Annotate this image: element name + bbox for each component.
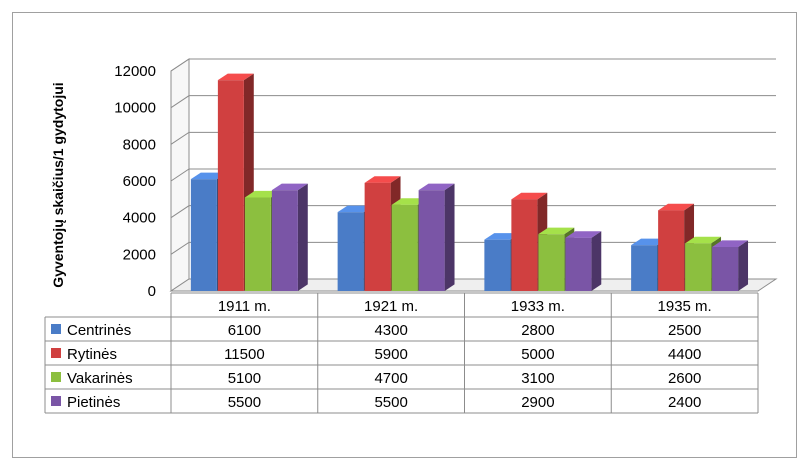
gridline: [170, 95, 776, 109]
data-label: 2900: [521, 394, 554, 411]
category-label: 1921 m.: [364, 298, 418, 315]
series-name: Pietinės: [67, 394, 120, 411]
y-axis-ticks: 0 2000 4000 6000 8000 10000 12000: [114, 63, 156, 300]
data-label: 5500: [228, 394, 261, 411]
series-name: Vakarinės: [67, 370, 133, 387]
series-name: Centrinės: [67, 322, 131, 339]
y-tick-label: 6000: [123, 173, 156, 190]
data-table: 1911 m. 1921 m. 1933 m. 1935 m. Centrinės 610…: [44, 292, 759, 414]
legend-swatch: [51, 372, 61, 382]
bars: [190, 73, 749, 292]
bar: [712, 240, 749, 291]
data-label: 6100: [228, 322, 261, 339]
gridline: [170, 58, 776, 72]
data-label: 11500: [224, 346, 265, 363]
data-label: 2500: [668, 322, 701, 339]
gridline: [170, 205, 776, 219]
bar-chart: 0 2000 4000 6000 8000 10000 12000 Gyventojų sk…: [44, 58, 778, 414]
bar: [565, 231, 602, 291]
data-label: 4400: [668, 346, 701, 363]
data-label: 5100: [228, 370, 261, 387]
gridline: [170, 168, 776, 182]
legend-swatch: [51, 348, 61, 358]
bar: [271, 183, 308, 291]
category-label: 1935 m.: [658, 298, 712, 315]
category-label: 1933 m.: [511, 298, 565, 315]
y-tick-label: 8000: [123, 136, 156, 153]
data-label: 5900: [374, 346, 407, 363]
data-label: 3100: [521, 370, 554, 387]
legend-swatch: [51, 396, 61, 406]
data-label: 4300: [374, 322, 407, 339]
data-label: 2600: [668, 370, 701, 387]
y-tick-label: 12000: [114, 63, 156, 80]
data-label: 4700: [374, 370, 407, 387]
data-label: 5500: [374, 394, 407, 411]
legend-swatch: [51, 324, 61, 334]
bar: [418, 183, 455, 291]
gridline: [170, 131, 776, 145]
series-name: Rytinės: [67, 346, 117, 363]
y-axis-label: Gyventojų skaičius/1 gydytojui: [50, 82, 66, 287]
y-tick-label: 4000: [123, 210, 156, 227]
y-tick-label: 0: [148, 283, 156, 300]
data-label: 2800: [521, 322, 554, 339]
data-label: 2400: [668, 394, 701, 411]
y-tick-label: 10000: [114, 100, 156, 117]
y-tick-label: 2000: [123, 246, 156, 263]
category-label: 1911 m.: [218, 298, 271, 315]
data-label: 5000: [521, 346, 554, 363]
chart-frame: 0 2000 4000 6000 8000 10000 12000 Gyventojų sk…: [12, 12, 797, 458]
